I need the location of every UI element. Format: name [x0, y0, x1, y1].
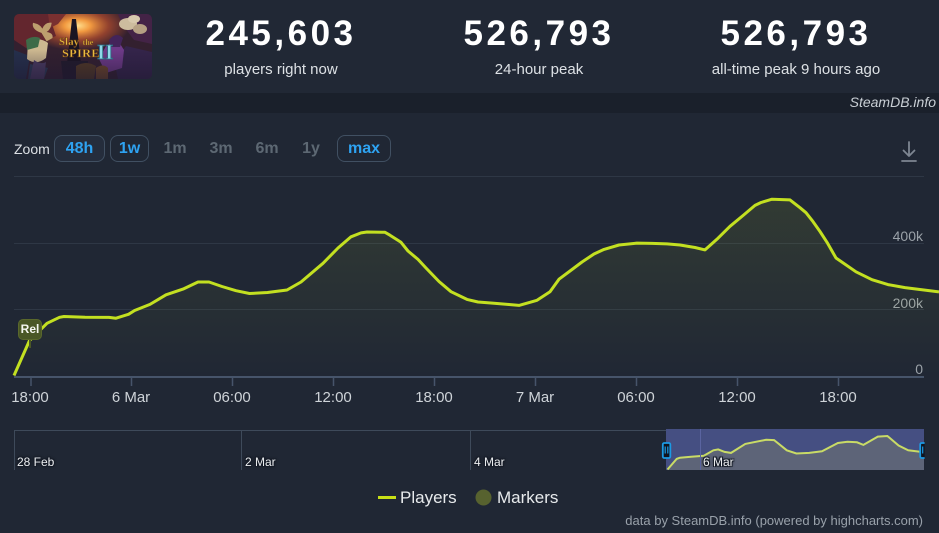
svg-text:SPIRE: SPIRE [62, 46, 100, 60]
svg-text:II: II [97, 40, 113, 64]
svg-text:the: the [83, 38, 94, 47]
svg-text:Slay: Slay [59, 36, 80, 48]
